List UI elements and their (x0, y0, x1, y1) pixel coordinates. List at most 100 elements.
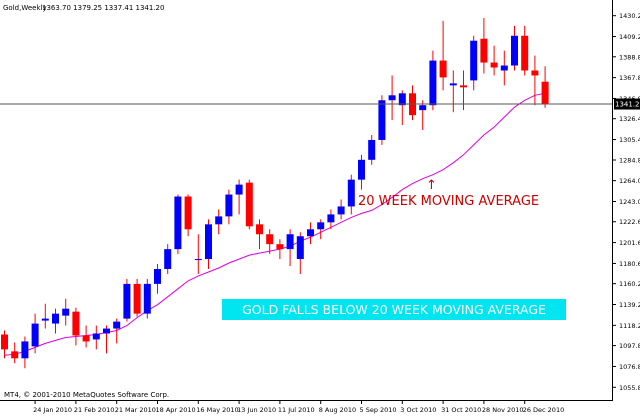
candle-body (11, 351, 19, 359)
time-tick-label: 3 Oct 2010 (400, 406, 436, 414)
candle (184, 194, 192, 237)
candle (133, 278, 141, 317)
candle (1, 330, 8, 359)
candle-body (82, 335, 90, 342)
time-tick-label: 24 Jan 2010 (33, 406, 72, 414)
candle (388, 75, 396, 121)
candle-body (31, 323, 39, 347)
candle (439, 20, 447, 91)
ma-arrow-icon: ↑ (426, 178, 437, 193)
candle (521, 25, 529, 76)
price-tick-label: 1388.80 (619, 53, 640, 61)
candle (205, 219, 212, 269)
candle (266, 229, 274, 255)
chart-header-ohlc: 1363.70 1379.25 1337.41 1341.20 (42, 4, 164, 12)
candle (41, 303, 49, 329)
candle-body (184, 196, 192, 230)
candle-body (511, 35, 518, 66)
candle (500, 50, 508, 86)
candle (235, 179, 243, 215)
candle-body (1, 334, 8, 350)
candle (11, 342, 19, 364)
candle (143, 278, 151, 319)
candle (82, 325, 90, 348)
candle (541, 66, 549, 108)
candle-body (368, 139, 376, 160)
candle (225, 189, 233, 225)
candle (256, 219, 263, 250)
candle (296, 232, 304, 274)
time-tick-label: 21 Mar 2010 (115, 406, 156, 414)
candle-body (21, 341, 29, 359)
candle-body (541, 81, 549, 105)
candle (470, 35, 478, 91)
candle (245, 179, 253, 230)
candle-body (337, 206, 345, 215)
candle-body (62, 308, 70, 316)
price-tick-label: 1160.20 (619, 280, 640, 288)
candle-body (52, 313, 59, 324)
candle (215, 209, 223, 235)
candle (531, 55, 539, 106)
candle (103, 325, 110, 354)
current-price-tag-label: 1341.20 (615, 101, 640, 109)
time-tick-label: 21 Feb 2010 (74, 406, 114, 414)
time-tick-label: 26 Dec 2010 (523, 406, 565, 414)
candle-body (307, 229, 314, 237)
candle-body (358, 159, 365, 180)
candle-body (398, 93, 406, 106)
price-tick-label: 1055.80 (619, 384, 640, 392)
candle (31, 313, 39, 354)
annotation-banner-bg (222, 299, 566, 320)
candle (511, 25, 518, 71)
candle-body (378, 100, 386, 140)
annotation-banner-text: GOLD FALLS BELOW 20 WEEK MOVING AVERAGE (242, 302, 546, 317)
candle-body (235, 184, 243, 195)
price-tick-label: 1326.40 (619, 115, 640, 123)
candle-body (92, 333, 100, 340)
candle-body (41, 318, 49, 321)
price-tick-label: 1284.80 (619, 157, 640, 165)
candle-body (296, 236, 304, 260)
candle (52, 308, 59, 334)
time-tick-label: 8 Aug 2010 (319, 406, 357, 414)
candle-body (225, 194, 233, 217)
candle-body (164, 249, 172, 269)
candle-body (113, 321, 121, 329)
chart-header-symbol: Gold,Weekly (3, 4, 47, 12)
candle-body (194, 259, 202, 261)
candle (368, 134, 376, 165)
candle (449, 70, 457, 113)
candle (347, 174, 355, 215)
price-tick-label: 1201.60 (619, 239, 640, 247)
candle (154, 264, 161, 294)
price-tick-label: 1430.20 (619, 12, 640, 20)
time-tick-label: 31 Oct 2010 (441, 406, 481, 414)
candle (307, 222, 314, 245)
candle-body (521, 35, 529, 71)
candle-body (103, 328, 110, 334)
candle (194, 234, 202, 274)
candle-body (449, 83, 457, 86)
price-tick-label: 1409.20 (619, 33, 640, 41)
current-price-tag-bg (614, 98, 640, 110)
time-axis-ticks: 24 Jan 2010 21 Feb 2010 21 Mar 2010 18 Apr … (33, 400, 564, 414)
candle (327, 209, 335, 230)
copyright-label: MT4, © 2001-2010 MetaQuotes Software Cor… (4, 391, 169, 399)
candle (123, 278, 131, 322)
candles-layer (1, 17, 549, 369)
candle-body (205, 224, 212, 260)
candle-body (490, 62, 498, 68)
time-tick-label: 13 Jun 2010 (237, 406, 276, 414)
candle (164, 244, 172, 274)
candle (398, 90, 406, 126)
candle-body (174, 196, 182, 250)
time-tick-label: 16 May 2010 (196, 406, 238, 414)
price-tick-label: 1367.80 (619, 74, 640, 82)
price-tick-label: 1264.00 (619, 177, 640, 185)
candle-body (143, 283, 151, 314)
candle-body (460, 85, 467, 88)
price-tick-label: 1118.20 (619, 322, 640, 330)
time-tick-label: 11 Jul 2010 (278, 406, 315, 414)
